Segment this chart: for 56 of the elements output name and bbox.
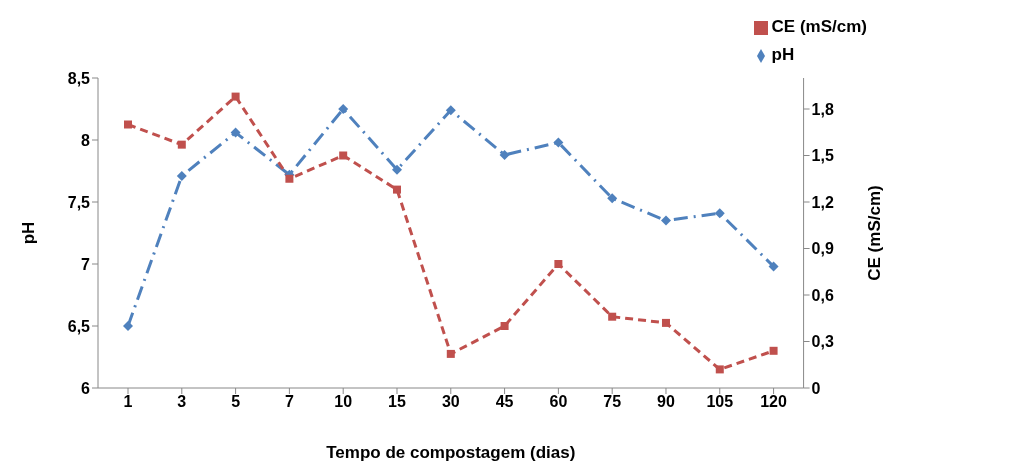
x-tick-label: 5 bbox=[231, 393, 241, 411]
point bbox=[607, 193, 618, 204]
x-tick-label: 1 bbox=[123, 393, 133, 411]
point bbox=[608, 312, 617, 321]
point bbox=[769, 346, 778, 355]
y-tick-label: 7 bbox=[81, 255, 91, 273]
point bbox=[553, 137, 564, 148]
x-axis-title: Tempo de compostagem (dias) bbox=[326, 443, 576, 462]
point bbox=[500, 322, 509, 330]
point bbox=[660, 215, 671, 226]
x-tick-label: 60 bbox=[549, 393, 568, 411]
point bbox=[446, 349, 455, 358]
x-tick-label: 3 bbox=[177, 393, 187, 411]
point bbox=[285, 174, 294, 183]
y2-tick-label: 0 bbox=[811, 379, 821, 397]
point bbox=[230, 127, 241, 138]
x-tick-label: 75 bbox=[603, 393, 622, 411]
point bbox=[392, 185, 401, 194]
x-tick-label: 7 bbox=[284, 393, 294, 411]
point bbox=[554, 260, 563, 268]
point bbox=[391, 164, 402, 175]
x-tick-label: 30 bbox=[441, 393, 460, 411]
point bbox=[714, 208, 725, 219]
point bbox=[231, 92, 240, 101]
point bbox=[124, 120, 132, 129]
y-tick-label: 6,5 bbox=[67, 317, 91, 335]
point bbox=[768, 261, 779, 272]
point bbox=[177, 140, 186, 149]
x-tick-label: 15 bbox=[388, 393, 406, 411]
point bbox=[123, 321, 133, 331]
point bbox=[445, 105, 456, 116]
x-tick-label: 90 bbox=[657, 393, 675, 411]
point bbox=[661, 318, 670, 327]
point bbox=[176, 170, 187, 181]
y2-tick-label: 0,9 bbox=[811, 240, 834, 258]
y-tick-label: 8 bbox=[81, 131, 91, 149]
point bbox=[339, 151, 348, 160]
point bbox=[499, 149, 510, 160]
y2-tick-label: 1,5 bbox=[811, 147, 834, 165]
y2-tick-label: 1,8 bbox=[811, 100, 834, 118]
point bbox=[338, 104, 349, 114]
x-tick-label: 45 bbox=[495, 393, 514, 411]
y2-tick-label: 0,3 bbox=[811, 333, 834, 351]
y2-tick-label: 1,2 bbox=[811, 193, 834, 211]
y-axis-title: pH bbox=[19, 221, 39, 245]
x-tick-label: 105 bbox=[706, 393, 734, 411]
y2-axis-title: CE (mS/cm) bbox=[864, 185, 884, 281]
y2-tick-label: 0,6 bbox=[811, 286, 834, 304]
legend-label: CE (mS/cm) bbox=[771, 17, 867, 36]
y-tick-label: 8,5 bbox=[67, 69, 91, 87]
legend-label: pH bbox=[771, 45, 795, 64]
y-tick-label: 6 bbox=[81, 379, 91, 397]
x-tick-label: 120 bbox=[760, 393, 788, 411]
y-tick-label: 7,5 bbox=[67, 193, 91, 211]
x-tick-label: 10 bbox=[334, 393, 353, 411]
point bbox=[715, 365, 724, 374]
